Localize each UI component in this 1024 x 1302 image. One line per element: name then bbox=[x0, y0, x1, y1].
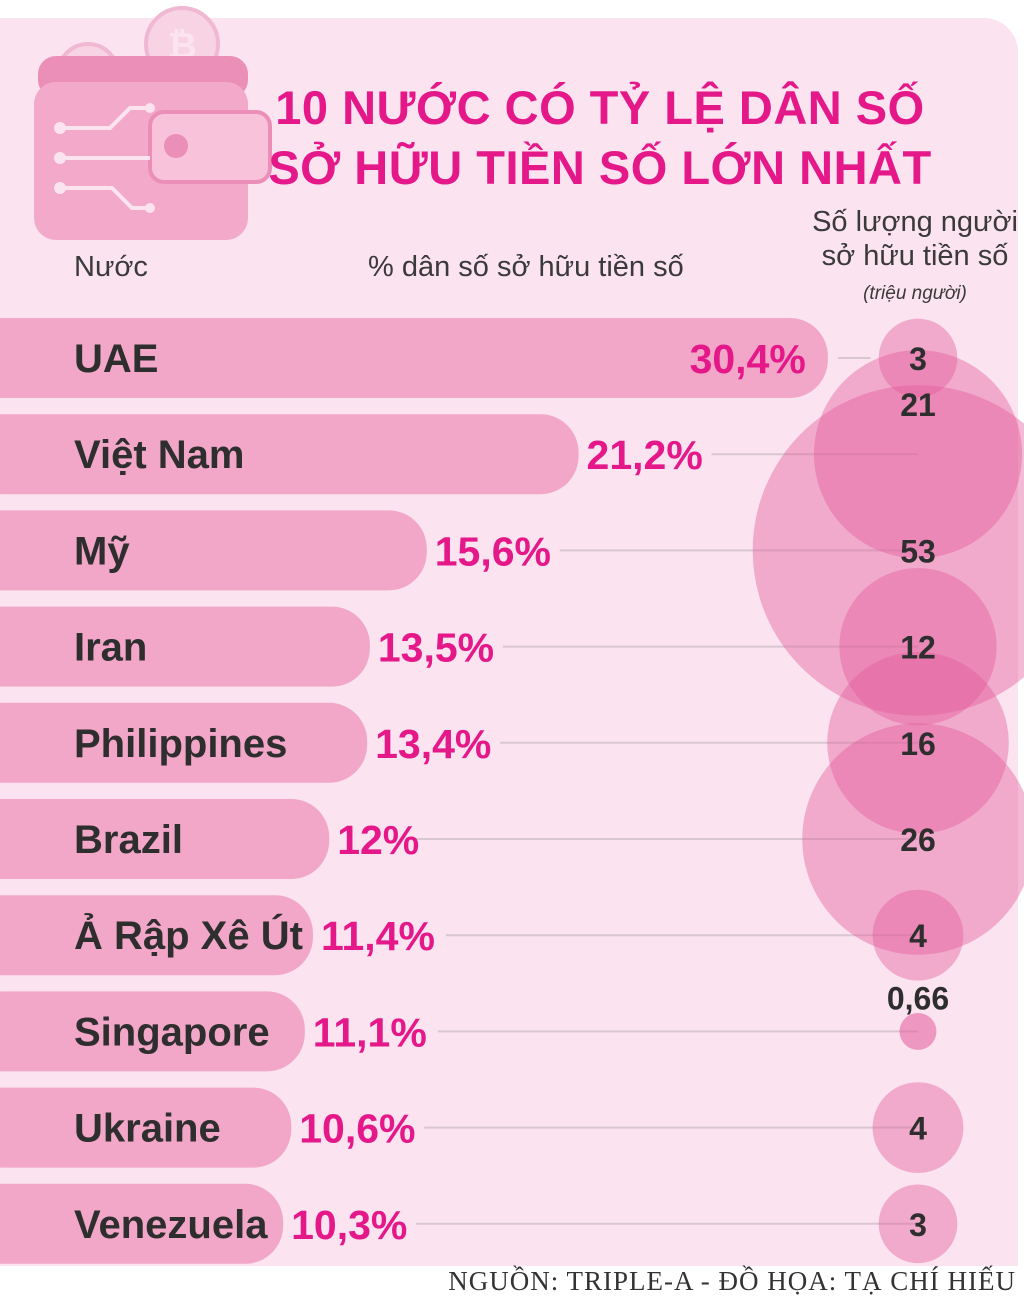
bubble-8 bbox=[872, 1082, 964, 1173]
percent-label-3: 13,5% bbox=[378, 625, 494, 671]
source-credit: NGUỒN: TRIPLE-A - ĐỒ HỌA: TẠ CHÍ HIẾU bbox=[448, 1266, 1016, 1296]
category-label-3: Iran bbox=[74, 626, 147, 670]
category-label-5: Brazil bbox=[74, 818, 183, 862]
bubble-0 bbox=[878, 318, 958, 398]
percent-label-2: 15,6% bbox=[435, 528, 551, 574]
category-label-2: Mỹ bbox=[74, 529, 130, 573]
count-header-line-1: Số lượng người bbox=[812, 206, 1018, 238]
count-unit-label: (triệu người) bbox=[863, 283, 967, 304]
count-label-2: 53 bbox=[900, 533, 936, 569]
count-label-1: 21 bbox=[900, 387, 936, 423]
labels-layer: UAE 30,4% 3 Việt Nam 21,2% 21 Mỹ 15,6% 53 Iran 13,… bbox=[74, 336, 949, 1248]
count-label-6: 4 bbox=[909, 918, 927, 954]
percent-label-4: 13,4% bbox=[375, 721, 491, 767]
category-label-8: Ukraine bbox=[74, 1107, 221, 1151]
bubble-4 bbox=[827, 652, 1009, 834]
wallet-coin-icon: ₿ ₿ bbox=[34, 6, 272, 240]
bar-5 bbox=[0, 799, 330, 879]
count-label-8: 4 bbox=[909, 1111, 927, 1147]
bar-0 bbox=[0, 318, 828, 398]
count-label-4: 16 bbox=[900, 726, 936, 762]
bar-2 bbox=[0, 510, 427, 591]
column-header-country: Nước bbox=[74, 251, 148, 283]
count-label-7: 0,66 bbox=[887, 980, 949, 1016]
bubble-9 bbox=[878, 1184, 958, 1264]
bar-9 bbox=[0, 1183, 284, 1264]
count-label-9: 3 bbox=[909, 1207, 927, 1243]
category-label-1: Việt Nam bbox=[74, 433, 244, 477]
bars-layer bbox=[0, 318, 828, 1264]
percent-label-7: 11,1% bbox=[313, 1009, 427, 1055]
column-header-percent: % dân số sở hữu tiền số bbox=[368, 251, 684, 283]
bubble-2 bbox=[752, 385, 1024, 716]
connector-lines-layer bbox=[416, 357, 918, 1225]
percent-label-5: 12% bbox=[337, 817, 419, 863]
title-line-1: 10 NƯỚC CÓ TỶ LỆ DÂN SỐ bbox=[275, 81, 925, 134]
bar-7 bbox=[0, 991, 305, 1072]
category-label-7: Singapore bbox=[74, 1010, 270, 1054]
percent-label-9: 10,3% bbox=[291, 1202, 407, 1248]
column-header-count: Số lượng người sở hữu tiền số bbox=[800, 205, 1024, 273]
bubble-1 bbox=[813, 350, 1023, 559]
category-label-6: Ả Rập Xê Út bbox=[74, 912, 303, 958]
bar-1 bbox=[0, 414, 579, 495]
category-label-0: UAE bbox=[74, 337, 158, 381]
chart-title: 10 NƯỚC CÓ TỶ LỆ DÂN SỐ SỞ HỮU TIỀN SỐ L… bbox=[250, 78, 950, 198]
bubble-7 bbox=[899, 1012, 937, 1050]
bar-8 bbox=[0, 1087, 292, 1168]
bubbles-layer bbox=[752, 318, 1024, 1264]
title-line-2: SỞ HỮU TIỀN SỐ LỚN NHẤT bbox=[268, 141, 932, 194]
percent-label-0: 30,4% bbox=[690, 336, 806, 382]
bar-3 bbox=[0, 606, 370, 687]
count-label-5: 26 bbox=[900, 822, 936, 858]
category-label-4: Philippines bbox=[74, 722, 287, 766]
bubble-6 bbox=[872, 889, 964, 981]
bar-6 bbox=[0, 895, 313, 976]
percent-label-1: 21,2% bbox=[587, 432, 703, 478]
count-label-0: 3 bbox=[909, 341, 927, 377]
percent-label-8: 10,6% bbox=[299, 1106, 415, 1152]
bar-4 bbox=[0, 702, 368, 783]
bubble-3 bbox=[839, 567, 997, 726]
count-label-3: 12 bbox=[900, 630, 936, 666]
percent-label-6: 11,4% bbox=[321, 913, 435, 959]
count-header-line-2: sở hữu tiền số bbox=[821, 240, 1009, 272]
bubble-5 bbox=[802, 723, 1024, 955]
category-label-9: Venezuela bbox=[74, 1203, 268, 1247]
